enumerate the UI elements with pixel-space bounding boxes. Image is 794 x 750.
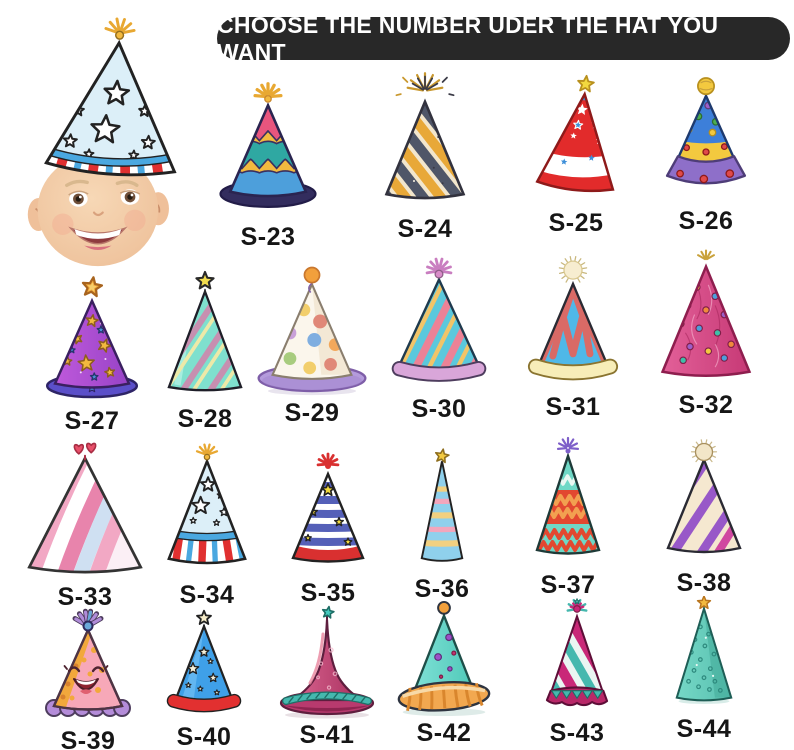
hat-illustration-s34	[167, 443, 247, 565]
hat-illustration-s33	[27, 442, 143, 574]
hat-item-s31[interactable]: S-31	[520, 250, 626, 420]
hat-number-label: S-41	[299, 721, 355, 749]
hat-illustration-s32	[660, 249, 752, 377]
baby-face	[27, 153, 169, 267]
hat-item-s29[interactable]: S-29	[254, 258, 370, 426]
hat-number-label: S-27	[64, 407, 120, 435]
baby-face-hat-illustration	[27, 17, 184, 267]
hat-number-label: S-34	[179, 581, 235, 609]
hat-number-label: S-39	[60, 727, 116, 750]
hat-item-s26[interactable]: S-26	[652, 60, 760, 234]
hat-illustration-s23	[219, 82, 317, 208]
hat-illustration-s42	[397, 600, 491, 717]
hat-item-s38[interactable]: S-38	[654, 428, 754, 596]
hat-number-label: S-33	[57, 583, 113, 611]
hat-item-s40[interactable]: S-40	[158, 606, 250, 750]
hat-number-label: S-29	[284, 399, 340, 427]
hat-number-label: S-25	[548, 209, 604, 237]
hat-number-label: S-31	[545, 393, 601, 421]
hat-illustration-s24	[384, 72, 466, 200]
hat-item-s32[interactable]: S-32	[648, 246, 764, 418]
hat-illustration-s39	[45, 608, 131, 717]
hat-number-label: S-38	[676, 569, 732, 597]
hat-item-s28[interactable]: S-28	[152, 262, 258, 432]
hat-item-s23[interactable]: S-23	[214, 66, 322, 250]
hat-item-s27[interactable]: S-27	[36, 266, 148, 434]
hat-illustration-s40	[166, 609, 242, 713]
hat-item-s41[interactable]: S-41	[274, 604, 380, 748]
hat-number-label: S-43	[549, 719, 605, 747]
hat-illustration-s27	[45, 276, 139, 399]
hat-illustration-s41	[279, 605, 375, 719]
hat-item-s37[interactable]: S-37	[518, 430, 618, 598]
hat-illustration-s36	[420, 448, 464, 562]
hat-item-s30[interactable]: S-30	[384, 252, 494, 422]
hat-illustration-s37	[535, 436, 601, 555]
hat-item-s25[interactable]: S-25	[520, 60, 632, 236]
hat-item-s34[interactable]: S-34	[154, 434, 260, 608]
hat-number-label: S-40	[176, 723, 232, 750]
hat-item-s36[interactable]: S-36	[398, 436, 486, 602]
hat-illustration-s38	[666, 439, 742, 554]
hat-illustration-s43	[545, 598, 609, 707]
hat-number-label: S-35	[300, 579, 356, 607]
hat-item-s35[interactable]: S-35	[278, 438, 378, 606]
hat-item-s24[interactable]: S-24	[370, 64, 480, 242]
hat-number-label: S-24	[397, 215, 453, 243]
hat-item-s44[interactable]: S-44	[658, 596, 750, 742]
hat-illustration-s25	[535, 74, 623, 194]
hat-number-label: S-32	[678, 391, 734, 419]
hat-number-label: S-30	[411, 395, 467, 423]
hat-illustration-s26	[665, 77, 747, 185]
hat-illustration-s30	[391, 257, 487, 382]
hat-number-label: S-28	[177, 405, 233, 433]
baby-photo-with-hat	[12, 12, 212, 275]
hat-illustration-s44	[675, 596, 733, 705]
hat-illustration-s31	[527, 255, 619, 381]
hat-number-label: S-37	[540, 571, 596, 599]
hat-illustration-s28	[167, 270, 243, 392]
hat-item-s42[interactable]: S-42	[392, 598, 496, 746]
hat-number-label: S-23	[240, 223, 296, 251]
hat-item-s43[interactable]: S-43	[530, 596, 624, 746]
hat-illustration-s29	[257, 266, 367, 396]
hat-item-s33[interactable]: S-33	[20, 436, 150, 610]
hat-item-s39[interactable]: S-39	[38, 604, 138, 750]
hat-number-label: S-42	[416, 719, 472, 747]
hat-number-label: S-44	[676, 715, 732, 743]
hat-number-label: S-26	[678, 207, 734, 235]
hat-number-label: S-36	[414, 575, 470, 603]
hat-illustration-s35	[291, 452, 365, 563]
banner: CHOOSE THE NUMBER UDER THE HAT YOU WANT	[217, 12, 790, 65]
